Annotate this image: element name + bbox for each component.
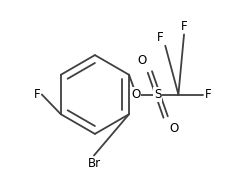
Text: F: F (34, 88, 41, 101)
Text: O: O (137, 54, 146, 67)
Text: O: O (169, 122, 179, 135)
Text: F: F (205, 88, 211, 101)
Text: F: F (181, 20, 187, 33)
Text: Br: Br (87, 157, 100, 170)
Text: F: F (157, 31, 163, 44)
Text: S: S (154, 88, 161, 101)
Text: O: O (132, 88, 141, 101)
